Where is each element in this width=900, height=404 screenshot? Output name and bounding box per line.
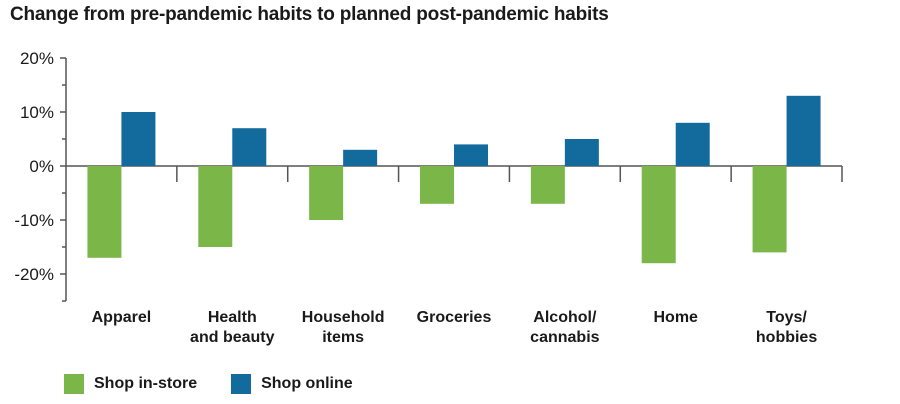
- legend-label-in-store: Shop in-store: [94, 375, 198, 392]
- bar-online: [343, 149, 378, 166]
- bar-in-store: [420, 166, 454, 204]
- bar-in-store: [530, 166, 565, 204]
- bars: [87, 95, 821, 264]
- y-tick-label: -20%: [14, 265, 54, 284]
- category-label: Toys/hobbies: [756, 309, 817, 346]
- bar-online: [675, 122, 710, 166]
- bar-in-store: [752, 166, 787, 253]
- legend-swatch-in-store: [64, 374, 84, 394]
- category-label: Groceries: [417, 309, 492, 326]
- legend-swatch-online: [231, 374, 252, 394]
- category-label: Alcohol/cannabis: [530, 309, 599, 346]
- category-label: Home: [653, 309, 698, 326]
- bar-online: [454, 144, 488, 166]
- bar-in-store: [87, 166, 122, 258]
- bar-online: [786, 95, 821, 166]
- category-label: Apparel: [92, 309, 152, 326]
- bar-online: [564, 139, 599, 166]
- category-label: Household items: [302, 309, 385, 346]
- bar-online: [232, 128, 267, 166]
- legend: Shop in-store Shop online: [64, 374, 387, 394]
- bar-chart: 20% 10% 0% -10% -20% Apparel Health and beauty…: [14, 49, 843, 346]
- y-tick-label: -10%: [14, 211, 54, 230]
- y-tick-label: 0%: [29, 157, 54, 176]
- chart-title: Change from pre-pandemic habits to plann…: [10, 4, 609, 25]
- y-tick-label: 10%: [20, 103, 54, 122]
- bar-online: [121, 112, 156, 166]
- y-tick-label: 20%: [20, 49, 54, 68]
- legend-label-online: Shop online: [261, 375, 353, 392]
- bar-in-store: [309, 166, 344, 220]
- bar-in-store: [198, 166, 233, 247]
- category-label: Health and beauty: [190, 309, 275, 346]
- legend-item-in-store: Shop in-store: [64, 374, 197, 394]
- category-labels: Apparel Health and beauty Household items Gro…: [92, 309, 818, 346]
- y-axis: 20% 10% 0% -10% -20%: [14, 49, 67, 302]
- legend-item-online: Shop online: [231, 374, 353, 394]
- bar-in-store: [641, 166, 676, 264]
